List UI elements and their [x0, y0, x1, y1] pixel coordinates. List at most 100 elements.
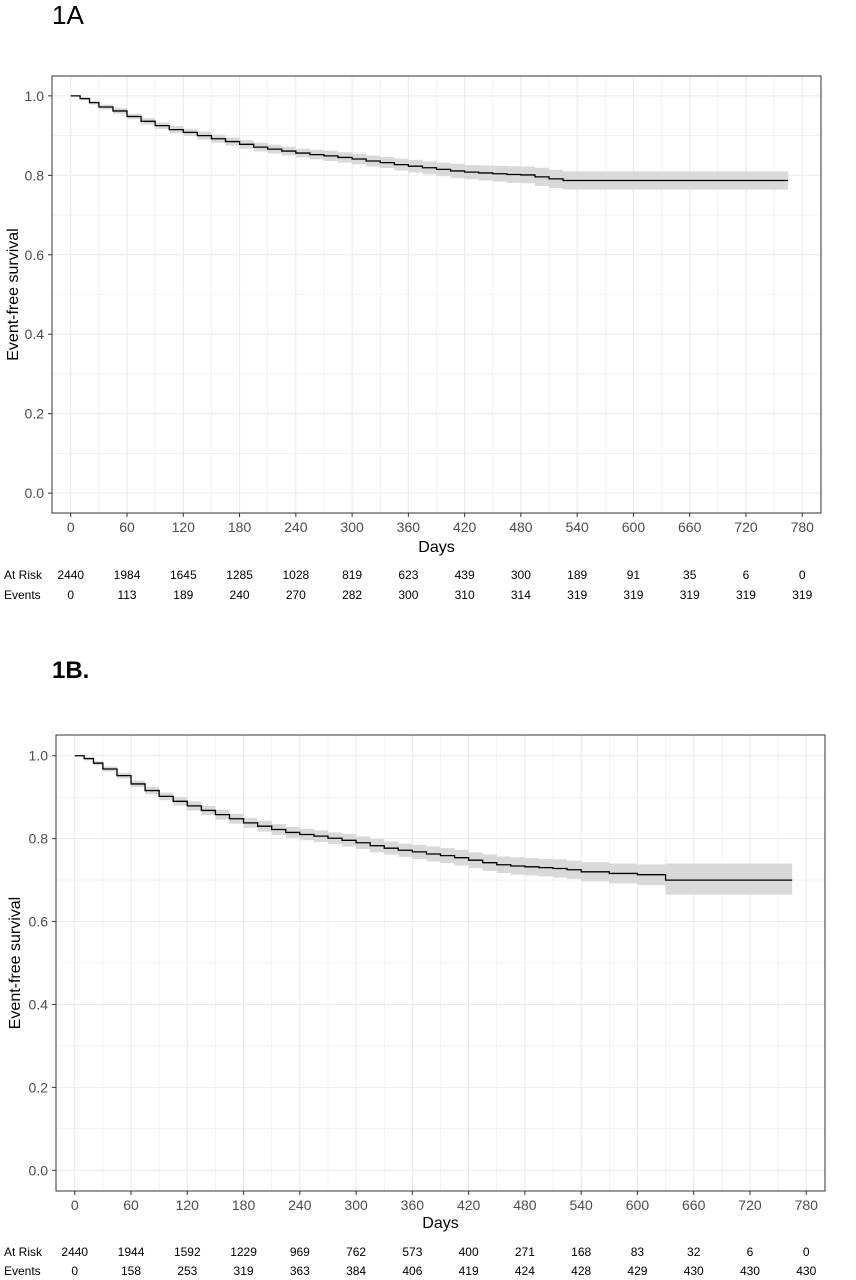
risk-table-cell: 314	[511, 588, 531, 602]
x-tick-label: 0	[71, 1197, 79, 1213]
risk-table-cell: 0	[67, 588, 74, 602]
x-tick-label: 540	[569, 1197, 593, 1213]
risk-table-cell: 282	[342, 588, 362, 602]
y-axis-title: Event-free survival	[5, 228, 22, 361]
x-axis-title: Days	[422, 1215, 458, 1232]
plot-border	[55, 734, 826, 1192]
risk-table-cell: 158	[121, 1264, 141, 1278]
risk-table-cell: 319	[736, 588, 756, 602]
x-tick-label: 420	[453, 519, 477, 535]
risk-table-row-label: At Risk	[4, 1245, 43, 1259]
risk-table-cell: 189	[173, 588, 193, 602]
risk-table-cell: 300	[398, 588, 418, 602]
x-tick-label: 660	[682, 1197, 706, 1213]
x-tick-label: 240	[288, 1197, 312, 1213]
risk-table-cell: 384	[346, 1264, 366, 1278]
y-tick-label: 0.6	[29, 914, 49, 930]
risk-table-cell: 6	[743, 568, 750, 582]
x-tick-label: 540	[565, 519, 589, 535]
y-tick-label: 0.2	[29, 1079, 49, 1095]
risk-table-row-label: At Risk	[4, 568, 43, 582]
x-tick-label: 120	[176, 1197, 200, 1213]
risk-table-cell: 35	[683, 568, 697, 582]
risk-table-cell: 319	[623, 588, 643, 602]
risk-table-cell: 253	[177, 1264, 197, 1278]
risk-table-cell: 310	[455, 588, 475, 602]
risk-table-cell: 319	[567, 588, 587, 602]
survival-curve	[74, 755, 793, 881]
y-tick-label: 0.4	[29, 996, 49, 1012]
y-axis-title: Event-free survival	[7, 897, 24, 1030]
risk-table-cell: 2440	[61, 1245, 88, 1259]
risk-table-cell: 270	[286, 588, 306, 602]
risk-table-cell: 428	[571, 1264, 591, 1278]
y-tick-label: 0.8	[29, 831, 49, 847]
y-tick-label: 0.0	[25, 485, 45, 501]
survival-chart-1b: 0 60 120 180 240 300 360 420 480 540 600 660 720 7800…	[4, 734, 826, 1278]
risk-table-cell: 439	[455, 568, 475, 582]
risk-table-cell: 363	[290, 1264, 310, 1278]
risk-table-cell: 762	[346, 1245, 366, 1259]
risk-table-cell: 32	[687, 1245, 701, 1259]
x-tick-label: 720	[734, 519, 758, 535]
risk-table-cell: 406	[402, 1264, 422, 1278]
x-tick-label: 120	[172, 519, 196, 535]
x-tick-label: 720	[738, 1197, 762, 1213]
risk-table-cell: 271	[515, 1245, 535, 1259]
y-tick-label: 1.0	[29, 748, 49, 764]
x-tick-label: 180	[228, 519, 252, 535]
y-tick-label: 0.4	[25, 326, 45, 342]
risk-table-cell: 189	[567, 568, 587, 582]
risk-table-cell: 1229	[230, 1245, 257, 1259]
x-tick-label: 60	[123, 1197, 139, 1213]
risk-table-cell: 623	[398, 568, 418, 582]
risk-table-cell: 300	[511, 568, 531, 582]
risk-table-cell: 319	[680, 588, 700, 602]
risk-table-cell: 83	[631, 1245, 645, 1259]
x-axis-title: Days	[418, 539, 454, 556]
x-tick-label: 300	[344, 1197, 368, 1213]
risk-table-row-label: Events	[4, 588, 41, 602]
risk-table-cell: 419	[459, 1264, 479, 1278]
risk-table-cell: 1645	[170, 568, 197, 582]
x-tick-label: 780	[791, 519, 815, 535]
x-tick-label: 0	[67, 519, 75, 535]
risk-table-cell: 113	[117, 588, 136, 602]
risk-table-cell: 424	[515, 1264, 535, 1278]
survival-curve	[70, 95, 789, 182]
risk-table-cell: 0	[799, 568, 806, 582]
x-tick-label: 600	[622, 519, 646, 535]
y-tick-label: 0.2	[25, 406, 45, 422]
grid	[56, 735, 825, 1191]
panel-label-1a: 1A	[52, 0, 84, 30]
risk-table-cell: 0	[803, 1245, 810, 1259]
risk-table-cell: 430	[796, 1264, 816, 1278]
risk-table-cell: 1592	[174, 1245, 201, 1259]
risk-table-cell: 1944	[118, 1245, 145, 1259]
y-tick-label: 0.0	[29, 1162, 49, 1178]
panel-label-1b: 1B.	[52, 657, 90, 684]
grid	[52, 76, 821, 513]
x-tick-label: 480	[509, 519, 533, 535]
x-tick-label: 420	[457, 1197, 481, 1213]
risk-table-cell: 573	[402, 1245, 422, 1259]
y-tick-label: 0.8	[25, 167, 45, 183]
risk-table-cell: 400	[459, 1245, 479, 1259]
x-tick-label: 240	[284, 519, 308, 535]
risk-table-cell: 819	[342, 568, 362, 582]
risk-table-cell: 1285	[226, 568, 253, 582]
risk-table-cell: 319	[234, 1264, 254, 1278]
risk-table-cell: 91	[627, 568, 641, 582]
risk-table-cell: 2440	[57, 568, 84, 582]
risk-table-row-label: Events	[4, 1264, 41, 1278]
x-tick-label: 300	[340, 519, 364, 535]
x-tick-label: 600	[626, 1197, 650, 1213]
risk-table-cell: 240	[230, 588, 250, 602]
plot-border	[51, 75, 822, 514]
x-tick-label: 180	[232, 1197, 256, 1213]
x-tick-label: 360	[397, 519, 421, 535]
risk-table-cell: 969	[290, 1245, 310, 1259]
risk-table-cell: 0	[71, 1264, 78, 1278]
risk-table-cell: 430	[740, 1264, 760, 1278]
risk-table-cell: 168	[571, 1245, 591, 1259]
